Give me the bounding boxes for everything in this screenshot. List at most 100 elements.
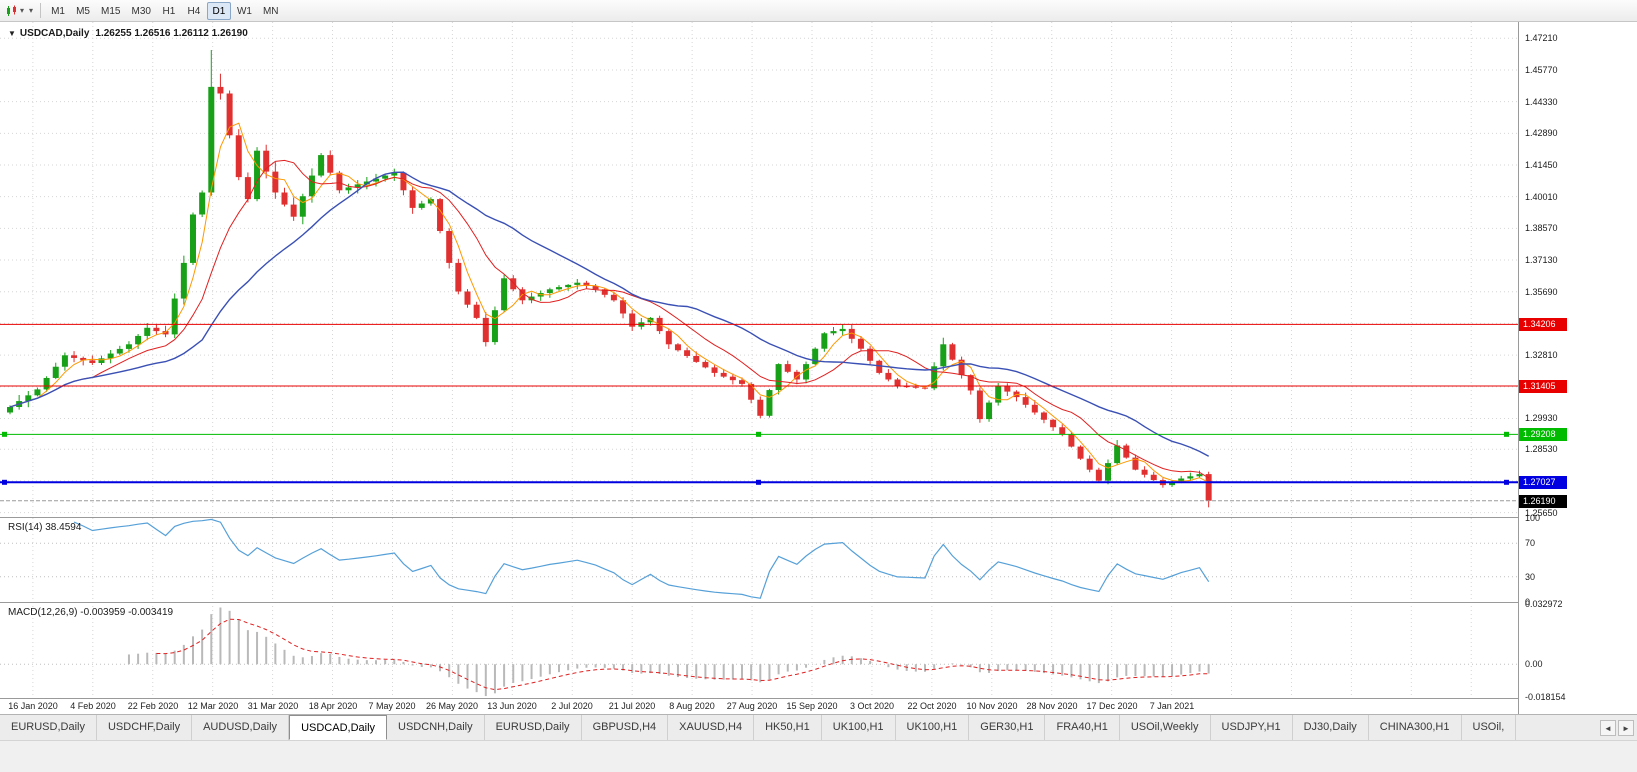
price-axis-label: 1.35690 <box>1525 287 1558 297</box>
price-axis-label: 1.25650 <box>1525 508 1558 518</box>
macd-signal-line[interactable] <box>156 618 1209 691</box>
candle <box>171 298 178 335</box>
candle <box>1150 474 1157 481</box>
chart-menu-caret-icon[interactable]: ▼ <box>8 29 16 38</box>
chart-tab-xauusd-h4[interactable]: XAUUSD,H4 <box>668 715 755 740</box>
price-axis-label: 1.37130 <box>1525 255 1558 265</box>
candle <box>327 155 334 173</box>
candle <box>931 366 938 389</box>
tab-scroll-left-button[interactable]: ◄ <box>1600 720 1616 736</box>
status-bar <box>0 740 1637 772</box>
line-handle[interactable] <box>756 431 761 437</box>
candle <box>427 199 434 204</box>
candle <box>1086 458 1093 470</box>
chart-tab-uk100-h1[interactable]: UK100,H1 <box>896 715 970 740</box>
chart-type-icon[interactable]: ▾ <box>4 2 26 20</box>
chart-tab-hk50-h1[interactable]: HK50,H1 <box>754 715 822 740</box>
chart-tab-dj30-daily[interactable]: DJ30,Daily <box>1293 715 1369 740</box>
price-chart-svg[interactable] <box>0 22 1518 698</box>
candle <box>272 171 279 193</box>
candle <box>812 348 819 365</box>
chart-plot-area[interactable] <box>0 22 1518 698</box>
date-axis-label: 18 Apr 2020 <box>308 701 358 711</box>
line-handle[interactable] <box>2 431 7 437</box>
ma-line-medium[interactable] <box>9 159 1209 479</box>
macd-indicator-label: MACD(12,26,9) -0.003959 -0.003419 <box>8 607 174 618</box>
chart-tab-usoil-weekly[interactable]: USOil,Weekly <box>1120 715 1211 740</box>
candle <box>693 355 700 362</box>
rsi-line[interactable] <box>73 518 1210 599</box>
candle <box>464 291 471 305</box>
chart-tab-usdcnh-daily[interactable]: USDCNH,Daily <box>387 715 485 740</box>
date-axis-label: 12 Mar 2020 <box>187 701 239 711</box>
candle <box>52 366 59 378</box>
chart-title: ▼ USDCAD,Daily 1.26255 1.26516 1.26112 1.2… <box>8 28 248 39</box>
chart-tab-usdchf-daily[interactable]: USDCHF,Daily <box>97 715 193 740</box>
candle <box>199 192 206 215</box>
line-handle[interactable] <box>756 479 761 485</box>
chevron-down-icon: ▾ <box>20 6 25 15</box>
candle <box>98 358 105 363</box>
chart-tab-gbpusd-h4[interactable]: GBPUSD,H4 <box>582 715 669 740</box>
candle <box>501 278 508 311</box>
candle <box>1022 397 1029 405</box>
date-axis-label: 26 May 2020 <box>425 701 479 711</box>
ma-line-fast[interactable] <box>9 122 1209 483</box>
chart-tab-ger30-h1[interactable]: GER30,H1 <box>969 715 1046 740</box>
candle <box>729 376 736 381</box>
timeframe-button-m1[interactable]: M1 <box>51 5 65 17</box>
chart-tab-usdcad-daily[interactable]: USDCAD,Daily <box>289 715 388 740</box>
date-axis-label: 10 Nov 2020 <box>966 701 1018 711</box>
candle <box>976 390 983 420</box>
date-axis[interactable]: 16 Jan 2020 4 Feb 2020 22 Feb 2020 12 Mar 2… <box>0 699 1518 714</box>
line-handle[interactable] <box>2 479 7 485</box>
timeframe-button-h1[interactable]: H1 <box>162 5 176 17</box>
chart-tab-china300-h1[interactable]: CHINA300,H1 <box>1369 715 1462 740</box>
chart-tab-eurusd-daily[interactable]: EURUSD,Daily <box>0 715 97 740</box>
chart-tab-fra40-h1[interactable]: FRA40,H1 <box>1045 715 1120 740</box>
toolbar-separator <box>40 3 42 18</box>
candle <box>903 386 910 388</box>
macd-axis-label: 0.032972 <box>1525 599 1563 609</box>
templates-dropdown-icon[interactable]: ▾ <box>26 2 35 20</box>
candle <box>61 355 68 367</box>
candle <box>857 338 864 349</box>
candle <box>336 172 343 191</box>
timeframe-button-mn[interactable]: MN <box>262 5 279 17</box>
timeframe-button-d1[interactable]: D1 <box>206 1 231 20</box>
chart-tab-usdjpy-h1[interactable]: USDJPY,H1 <box>1211 715 1293 740</box>
rsi-axis-label: 30 <box>1525 572 1536 582</box>
pane-separator[interactable] <box>0 602 1637 603</box>
date-axis-label: 22 Feb 2020 <box>127 701 179 711</box>
timeframe-button-w1[interactable]: W1 <box>236 5 252 17</box>
candle <box>144 327 151 336</box>
candle <box>601 289 608 295</box>
timeframe-button-m5[interactable]: M5 <box>76 5 90 17</box>
candle <box>373 178 379 182</box>
candle <box>1077 446 1084 459</box>
candle <box>345 187 352 191</box>
chart-tab-audusd-daily[interactable]: AUDUSD,Daily <box>192 715 290 740</box>
line-handle[interactable] <box>1504 479 1509 485</box>
timeframe-button-m30[interactable]: M30 <box>131 5 151 17</box>
chart-tab-uk100-h1[interactable]: UK100,H1 <box>822 715 896 740</box>
chart-tab-usoil-[interactable]: USOil, <box>1462 715 1517 740</box>
ma-line-slow[interactable] <box>9 171 1210 457</box>
candle <box>125 344 132 349</box>
pane-separator[interactable] <box>0 517 1637 518</box>
candle <box>1059 427 1066 435</box>
candle <box>592 286 599 290</box>
date-axis-label: 17 Dec 2020 <box>1086 701 1138 711</box>
candle <box>574 282 581 285</box>
timeframe-button-h4[interactable]: H4 <box>187 5 201 17</box>
tab-scroll-right-button[interactable]: ► <box>1618 720 1634 736</box>
candle <box>565 284 572 288</box>
timeframe-button-m15[interactable]: M15 <box>101 5 121 17</box>
chart-tab-eurusd-daily[interactable]: EURUSD,Daily <box>485 715 582 740</box>
candle <box>684 350 691 356</box>
candle <box>1169 481 1176 486</box>
candle <box>180 262 187 299</box>
line-handle[interactable] <box>1504 431 1509 437</box>
price-scale[interactable]: 1.47210 1.45770 1.44330 1.42890 1.41450 1.400… <box>1518 22 1637 714</box>
candle <box>922 387 928 389</box>
